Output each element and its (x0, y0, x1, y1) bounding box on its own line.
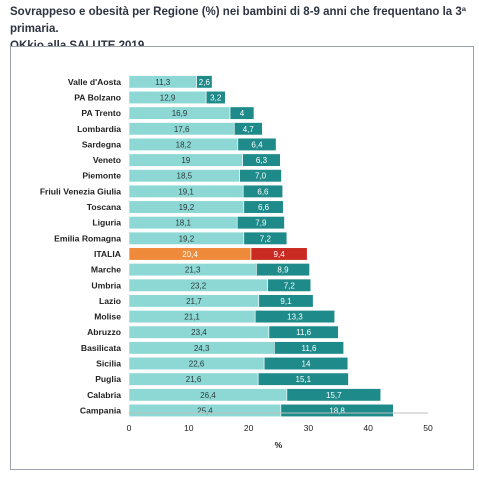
data-label-1: 11,3 (155, 78, 171, 87)
bar-segment-2 (268, 325, 339, 339)
category-label: Piemonte (82, 171, 121, 181)
category-label: Emilia Romagna (54, 233, 121, 243)
bar-segment-2 (237, 137, 277, 151)
category-label: Valle d'Aosta (68, 77, 121, 87)
data-label-1: 23,2 (191, 281, 207, 290)
data-label-1: 18,5 (177, 172, 193, 181)
data-label-1: 22,6 (189, 360, 205, 369)
x-axis-label: % (275, 440, 283, 450)
data-label-1: 19,2 (179, 203, 195, 212)
data-label-1: 20,4 (182, 250, 198, 259)
data-label-2: 7,2 (260, 234, 272, 243)
x-tick-label: 0 (127, 423, 132, 433)
category-label: Veneto (93, 155, 121, 165)
bar-segment-2 (236, 216, 285, 230)
data-label-2: 15,7 (326, 391, 342, 400)
data-label-1: 23,4 (191, 328, 207, 337)
data-label-2: 7,0 (255, 172, 267, 181)
category-label: Marche (91, 265, 121, 275)
data-label-1: 17,6 (174, 125, 190, 134)
data-label-2: 13,3 (287, 313, 303, 322)
category-label: Lazio (99, 296, 121, 306)
data-label-2: 6,6 (257, 187, 269, 196)
bar-segment-2 (243, 231, 288, 245)
data-label-1: 21,1 (184, 313, 200, 322)
data-label-2: 6,3 (256, 156, 268, 165)
bar-segment-2 (242, 184, 283, 198)
category-label: Calabria (87, 390, 121, 400)
data-label-2: 9,1 (280, 297, 292, 306)
data-label-2: 8,9 (277, 266, 289, 275)
bar-segment-2 (256, 263, 310, 277)
bar-segment-2 (250, 247, 308, 261)
data-label-1: 24,3 (194, 344, 210, 353)
title-line-1: Sovrappeso e obesità per Regione (%) nei… (10, 6, 467, 35)
category-label: Toscana (87, 202, 121, 212)
bar-segment-2 (239, 169, 282, 183)
category-label: Puglia (95, 374, 121, 384)
category-label: ITALIA (94, 249, 121, 259)
category-label: PA Trento (81, 108, 121, 118)
bar-segment-2 (196, 75, 213, 89)
data-label-2: 6,6 (258, 203, 270, 212)
bar-segment-2 (286, 388, 382, 402)
category-label: Liguria (92, 218, 121, 228)
data-label-1: 21,6 (186, 375, 202, 384)
data-label-2: 6,4 (251, 140, 263, 149)
category-label: Sicilia (96, 359, 121, 369)
bar-segment-2 (254, 310, 336, 324)
data-label-2: 4 (240, 109, 245, 118)
x-tick-label: 30 (304, 423, 314, 433)
bar-segment-2 (229, 106, 255, 120)
bar-segment-2 (274, 341, 344, 355)
data-label-1: 19,1 (178, 187, 194, 196)
data-label-2: 14 (302, 360, 311, 369)
data-label-1: 26,4 (200, 391, 216, 400)
data-label-2: 7,9 (255, 219, 267, 228)
category-label: Sardegna (82, 139, 121, 149)
bar-segment-2 (233, 122, 263, 136)
category-label: Molise (94, 312, 121, 322)
data-label-1: 19,2 (179, 234, 195, 243)
x-tick-label: 20 (244, 423, 254, 433)
category-label: Friuli Venezia Giulia (40, 186, 121, 196)
data-label-1: 21,7 (186, 297, 202, 306)
bar-segment-2 (205, 90, 226, 105)
data-label-2: 9,4 (274, 250, 286, 259)
category-label: Lombardia (77, 124, 121, 134)
category-label: PA Bolzano (74, 92, 121, 102)
data-label-1: 25,4 (197, 406, 213, 415)
data-label-2: 15,1 (296, 375, 312, 384)
bar-segment-2 (243, 200, 284, 214)
data-label-1: 19 (181, 156, 190, 165)
category-label: Basilicata (81, 343, 121, 353)
data-label-2: 2,6 (199, 78, 211, 87)
data-label-2: 11,6 (296, 328, 312, 337)
data-label-1: 21,3 (185, 266, 201, 275)
category-label: Campania (80, 405, 121, 415)
bar-segment-2 (258, 294, 314, 308)
data-label-2: 18,8 (329, 406, 345, 415)
data-label-1: 18,2 (176, 140, 192, 149)
data-label-2: 11,6 (302, 344, 318, 353)
bar-segment-2 (280, 403, 394, 418)
bar-segment-2 (242, 153, 281, 167)
data-label-2: 7,2 (284, 281, 296, 290)
data-label-2: 3,2 (210, 93, 222, 102)
data-label-1: 12,9 (160, 93, 176, 102)
data-label-2: 4,7 (243, 125, 255, 134)
bar-segment-2 (263, 356, 349, 371)
data-label-1: 16,9 (172, 109, 188, 118)
bar-segment-2 (257, 372, 349, 386)
x-tick-label: 40 (363, 423, 373, 433)
x-tick-label: 10 (184, 423, 194, 433)
category-label: Umbria (91, 280, 121, 290)
category-label: Abruzzo (87, 327, 121, 337)
data-label-1: 18,1 (175, 219, 191, 228)
bar-segment-2 (267, 278, 312, 292)
x-tick-label: 50 (423, 423, 433, 433)
